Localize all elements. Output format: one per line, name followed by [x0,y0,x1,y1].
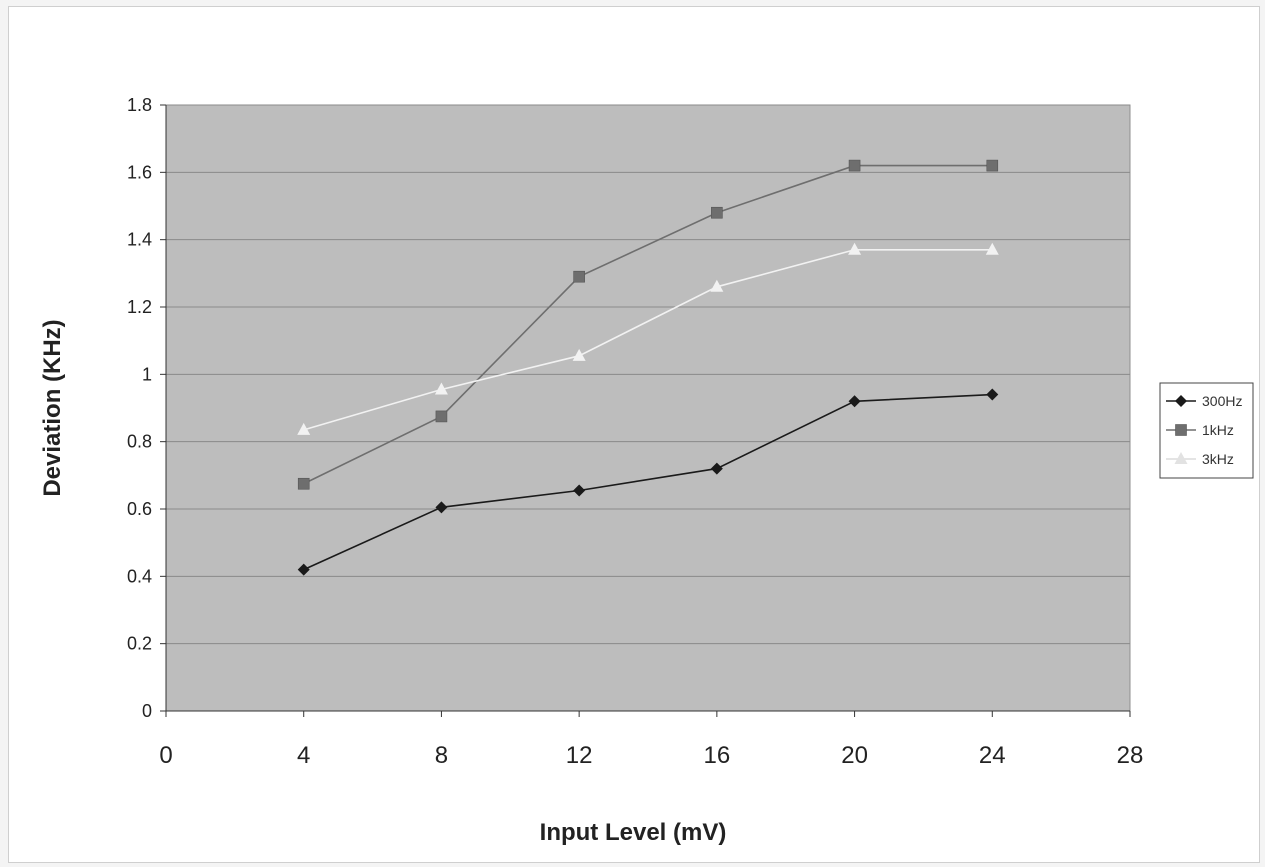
data-point [848,159,861,172]
y-tick-label: 0.8 [127,432,152,452]
legend-label: 1kHz [1202,422,1234,438]
data-point [572,348,586,361]
x-axis-ticks: 0 4 8 12 16 20 24 28 [159,711,1143,769]
legend: 300Hz 1kHz 3kHz [1159,382,1254,479]
y-tick-label: 0 [142,701,152,721]
series-layer [297,159,999,576]
legend-marker [1174,452,1188,464]
data-point [711,206,723,219]
data-point [710,279,724,292]
data-point [573,484,586,497]
data-point [573,270,585,283]
data-point [985,242,999,255]
y-tick-label: 0.2 [127,634,152,654]
y-tick-label: 1.8 [127,95,152,115]
x-tick-label: 4 [297,742,310,769]
x-tick-label: 16 [704,742,731,769]
gridlines [166,104,1130,645]
data-point [435,410,448,423]
legend-item: 3kHz [1166,451,1234,467]
series-line [303,393,993,571]
series-1khz [297,159,999,490]
y-tick-label: 0.4 [127,566,152,586]
y-tick-label: 1.2 [127,297,152,317]
legend-item: 1kHz [1166,422,1234,438]
y-axis-title: Deviation (KHz) [39,319,66,496]
data-point [848,395,861,408]
y-axis-ticks: 0 0.2 0.4 0.6 0.8 1 1.2 1.4 1.6 1.8 [127,95,166,721]
plot-area [165,104,1131,712]
series-3khz [297,242,999,435]
data-point [297,422,311,435]
data-point [986,159,999,172]
legend-item: 300Hz [1166,393,1242,409]
y-tick-label: 0.6 [127,499,152,519]
data-point [434,382,448,395]
y-tick-label: 1.4 [127,230,152,250]
x-axis-title: Input Level (mV) [540,819,727,846]
x-tick-label: 20 [841,742,868,769]
y-tick-label: 1 [142,364,152,384]
y-tick-label: 1.6 [127,162,152,182]
x-tick-label: 12 [566,742,593,769]
data-point [297,477,310,490]
x-tick-label: 8 [435,742,448,769]
legend-marker [1175,424,1187,436]
data-point [986,388,999,401]
series-300hz [297,388,999,576]
data-point [710,462,723,475]
series-line [303,164,993,485]
legend-label: 300Hz [1202,393,1242,409]
legend-label: 3kHz [1202,451,1234,467]
legend-marker [1175,395,1187,407]
axes [165,105,1130,712]
x-tick-label: 0 [159,742,172,769]
series-line [303,248,993,431]
x-tick-label: 28 [1117,742,1144,769]
data-point [848,242,862,255]
data-point [435,501,448,514]
x-tick-label: 24 [979,742,1006,769]
data-point [297,563,310,576]
